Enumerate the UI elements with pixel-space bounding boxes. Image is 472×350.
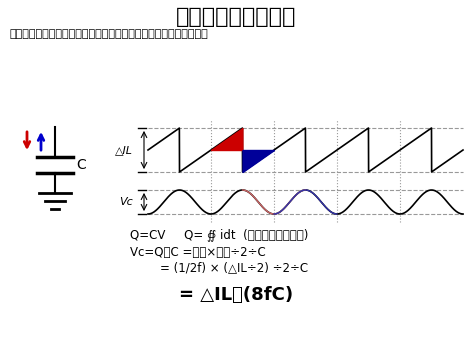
Text: C: C	[76, 158, 86, 172]
Text: Vc=Q／C =底辺×高さ÷2÷C: Vc=Q／C =底辺×高さ÷2÷C	[130, 245, 266, 259]
Text: 出力コンデンサの値: 出力コンデンサの値	[176, 7, 296, 27]
Text: = △IL／(8fC): = △IL／(8fC)	[179, 286, 293, 304]
Text: Vc: Vc	[119, 197, 133, 207]
Text: △IL: △IL	[115, 145, 133, 155]
Text: コンデンサの内部抑抗を考慮しない場合のリップル電圧を求める。: コンデンサの内部抑抗を考慮しない場合のリップル電圧を求める。	[10, 29, 209, 39]
Text: Q=CV     Q= ∯ idt  (電流と時間の面積): Q=CV Q= ∯ idt (電流と時間の面積)	[130, 229, 308, 241]
Text: = (1/2f) × (△IL÷2) ÷2÷C: = (1/2f) × (△IL÷2) ÷2÷C	[160, 261, 308, 274]
